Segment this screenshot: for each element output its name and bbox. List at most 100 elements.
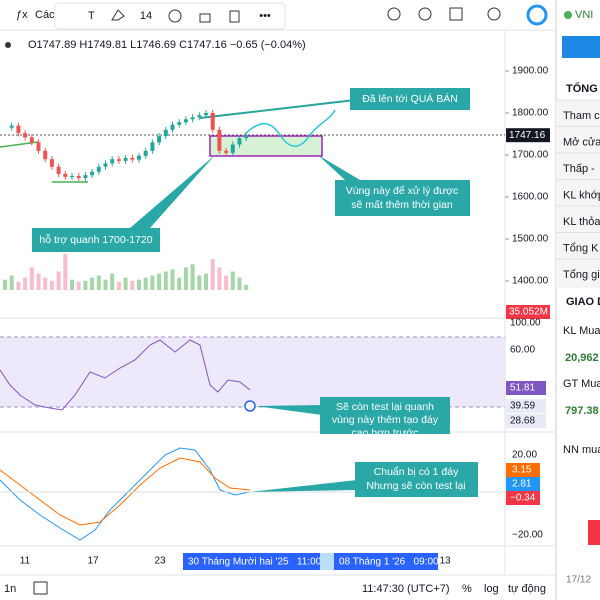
callout-text: cao hơn trước <box>352 427 419 439</box>
callout-text: hỗ trợ quanh 1700-1720 <box>39 233 152 246</box>
candle <box>210 113 215 130</box>
volume-bar <box>224 275 229 290</box>
rsi-tick: 100.00 <box>510 318 541 329</box>
volume-bar <box>49 280 54 290</box>
tab-button[interactable] <box>562 36 600 58</box>
callout-text: vùng này thêm tạo đáy <box>332 414 439 426</box>
side-label: GT Mua <box>563 378 600 390</box>
auto[interactable]: tự động <box>508 583 546 595</box>
status <box>564 11 572 19</box>
volume-bar <box>70 279 74 290</box>
volume-bar <box>237 277 242 290</box>
range-end-text: 08 Tháng 1 '26 09:00 <box>339 557 439 568</box>
fx-icon[interactable]: ƒx <box>16 9 28 21</box>
settings[interactable] <box>168 9 182 23</box>
volume-bar <box>103 279 108 290</box>
price-tick: 1900.00 <box>512 66 549 77</box>
price-tick: 1700.00 <box>512 150 549 161</box>
candle <box>16 125 21 134</box>
lock[interactable] <box>199 13 211 23</box>
rsi-tick: 28.68 <box>510 416 535 427</box>
candle <box>143 150 148 156</box>
side-label: KL Mua <box>563 325 600 337</box>
callout <box>320 397 450 434</box>
candle <box>197 115 202 118</box>
volume-bar <box>163 271 168 290</box>
side-label: NN mua <box>563 444 600 456</box>
callout <box>355 462 478 497</box>
side-heading: TỔNG <box>566 82 598 95</box>
rsi-line <box>0 339 251 411</box>
percent[interactable]: % <box>462 583 472 595</box>
volume-bar <box>197 275 202 290</box>
volume-badge <box>506 305 550 319</box>
last-price-badge <box>506 128 550 143</box>
volume-bar <box>137 279 141 290</box>
rsi-badge <box>506 399 546 413</box>
side-row: Mở cửa <box>563 136 600 148</box>
candle <box>103 163 108 167</box>
range-start-text: 30 Tháng Mười hai '25 11:00 <box>188 557 322 568</box>
volume-bar <box>90 277 95 290</box>
font-size[interactable]: 14 <box>140 10 152 22</box>
candle <box>110 159 115 164</box>
rsi-badge <box>506 414 546 428</box>
time-label: 17 <box>87 556 99 567</box>
volume-bar <box>9 275 14 290</box>
candle <box>63 173 68 177</box>
callout-tail <box>255 405 322 415</box>
info-table <box>556 100 600 288</box>
chart-settings[interactable] <box>418 7 432 21</box>
fullscreen[interactable] <box>449 7 463 21</box>
volume-bar <box>29 267 34 290</box>
zoom[interactable] <box>387 7 401 21</box>
callouts: Đã lên tới QUÁ BÁN Vùng này để xử lý đượ… <box>32 88 478 497</box>
volume-bar <box>183 267 188 290</box>
volume-bar <box>204 273 208 290</box>
ohlc: O1747.89 H1749.81 L1746.69 C1747.16 −0.6… <box>28 39 306 51</box>
candle <box>43 150 48 160</box>
log[interactable]: log <box>484 583 499 595</box>
candle <box>96 166 101 172</box>
candle <box>9 125 14 128</box>
volume-bar <box>217 267 222 290</box>
candle <box>244 135 249 139</box>
callout-tail <box>250 480 357 492</box>
side-row: Thấp - <box>563 163 595 175</box>
text-tool[interactable]: T <box>88 10 95 22</box>
more[interactable]: ••• <box>259 10 271 22</box>
volume-bar <box>83 280 88 290</box>
time-label: 11 <box>20 556 31 567</box>
candle <box>183 119 188 123</box>
callout-tail <box>130 155 215 228</box>
macd-tick: −20.00 <box>512 530 543 541</box>
macd-value: 3.15 <box>512 465 532 476</box>
callout <box>350 88 470 110</box>
interval[interactable]: 1n <box>4 583 16 595</box>
range-end <box>334 553 438 570</box>
volume-bar <box>116 281 121 290</box>
rsi-tick: 60.00 <box>510 345 535 356</box>
calendar[interactable] <box>33 581 48 595</box>
macd-badge <box>506 491 540 505</box>
price-tick: 1500.00 <box>512 234 549 245</box>
candle <box>204 113 208 116</box>
candle <box>29 137 34 143</box>
side-bar <box>588 520 600 545</box>
volume-bar <box>210 259 215 290</box>
callout-text: sẽ mất thêm thời gian <box>351 199 453 211</box>
volume-bar <box>150 275 155 290</box>
share[interactable] <box>487 7 501 21</box>
volume-bar <box>56 271 61 290</box>
rsi-badge <box>506 381 546 395</box>
callout-text: Sẽ còn test lại quanh <box>336 401 434 413</box>
volume-bar <box>157 273 162 290</box>
candle <box>49 159 54 167</box>
volume-bar <box>43 277 48 290</box>
range-start <box>183 553 320 570</box>
delete[interactable] <box>229 10 240 23</box>
volume-bar <box>190 264 195 290</box>
dot <box>5 42 11 48</box>
color-tool[interactable] <box>111 9 125 21</box>
callout-text: Đã lên tới QUÁ BÁN <box>362 92 458 105</box>
